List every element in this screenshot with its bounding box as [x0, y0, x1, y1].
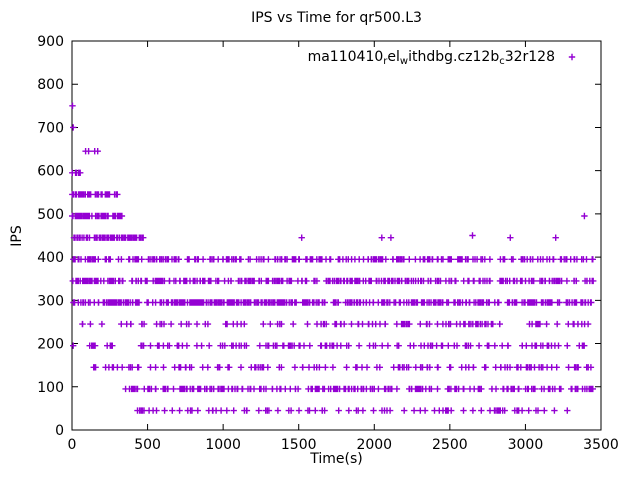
- y-tick-label: 300: [37, 293, 64, 309]
- x-tick-label: 2000: [356, 437, 392, 453]
- x-tick-label: 1000: [205, 437, 241, 453]
- y-tick-label: 200: [37, 337, 64, 353]
- y-tick-label: 800: [37, 77, 64, 93]
- y-tick-label: 600: [37, 164, 64, 180]
- y-tick-label: 500: [37, 207, 64, 223]
- y-tick-label: 100: [37, 380, 64, 396]
- scatter-points: [69, 53, 597, 414]
- x-tick-label: 3500: [583, 437, 619, 453]
- y-tick-label: 0: [55, 423, 64, 439]
- y-tick-label: 700: [37, 120, 64, 136]
- y-tick-label: 900: [37, 34, 64, 50]
- x-tick-label: 500: [134, 437, 161, 453]
- x-axis-label: Time(s): [310, 451, 363, 467]
- legend-label: ma110410relwithdbg.cz12bc32r128: [307, 49, 555, 67]
- plot-border: [71, 40, 602, 431]
- x-tick-label: 0: [68, 437, 77, 453]
- axis-ticks: [71, 40, 602, 431]
- x-tick-label: 1500: [281, 437, 317, 453]
- x-tick-label: 2500: [432, 437, 468, 453]
- y-tick-label: 400: [37, 250, 64, 266]
- x-tick-label: 3000: [508, 437, 544, 453]
- chart-title: IPS vs Time for qr500.L3: [251, 10, 422, 26]
